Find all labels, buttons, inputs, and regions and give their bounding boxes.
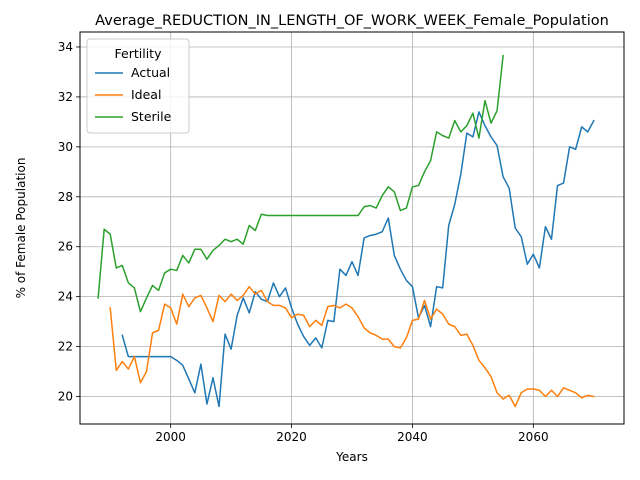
x-axis-ticks: 2000 2020 2040 2060 <box>155 424 549 444</box>
plot-frame <box>79 31 625 425</box>
y-tick-label: 24 <box>58 290 73 304</box>
y-tick-label: 32 <box>58 90 73 104</box>
y-axis-title: % of Female Population <box>14 158 28 299</box>
x-tick-label: 2060 <box>518 430 549 444</box>
y-tick-label: 26 <box>58 240 73 254</box>
plot-lines <box>97 54 595 408</box>
legend-title: Fertility <box>115 46 163 61</box>
legend: Fertility Actual Ideal Sterile <box>86 38 190 134</box>
legend-label-sterile: Sterile <box>131 109 172 124</box>
y-tick-label: 34 <box>58 40 73 54</box>
x-tick-label: 2000 <box>155 430 186 444</box>
x-tick-label: 2020 <box>276 430 307 444</box>
legend-items: Actual Ideal Sterile <box>95 65 172 124</box>
y-tick-label: 30 <box>58 140 73 154</box>
y-axis-ticks: 20 22 24 26 28 30 32 34 <box>58 40 80 404</box>
legend-label-ideal: Ideal <box>131 87 161 102</box>
series-line-actual <box>121 111 595 408</box>
series-line-sterile <box>97 54 504 313</box>
y-tick-label: 22 <box>58 340 73 354</box>
legend-label-actual: Actual <box>131 65 170 80</box>
y-tick-label: 20 <box>58 390 73 404</box>
y-tick-label: 28 <box>58 190 73 204</box>
gridlines <box>80 32 624 424</box>
chart-title: Average_REDUCTION_IN_LENGTH_OF_WORK_WEEK… <box>95 13 609 29</box>
legend-box <box>86 38 190 134</box>
x-tick-label: 2040 <box>397 430 428 444</box>
series-line-ideal <box>109 285 595 408</box>
x-axis-title: Years <box>335 450 368 464</box>
